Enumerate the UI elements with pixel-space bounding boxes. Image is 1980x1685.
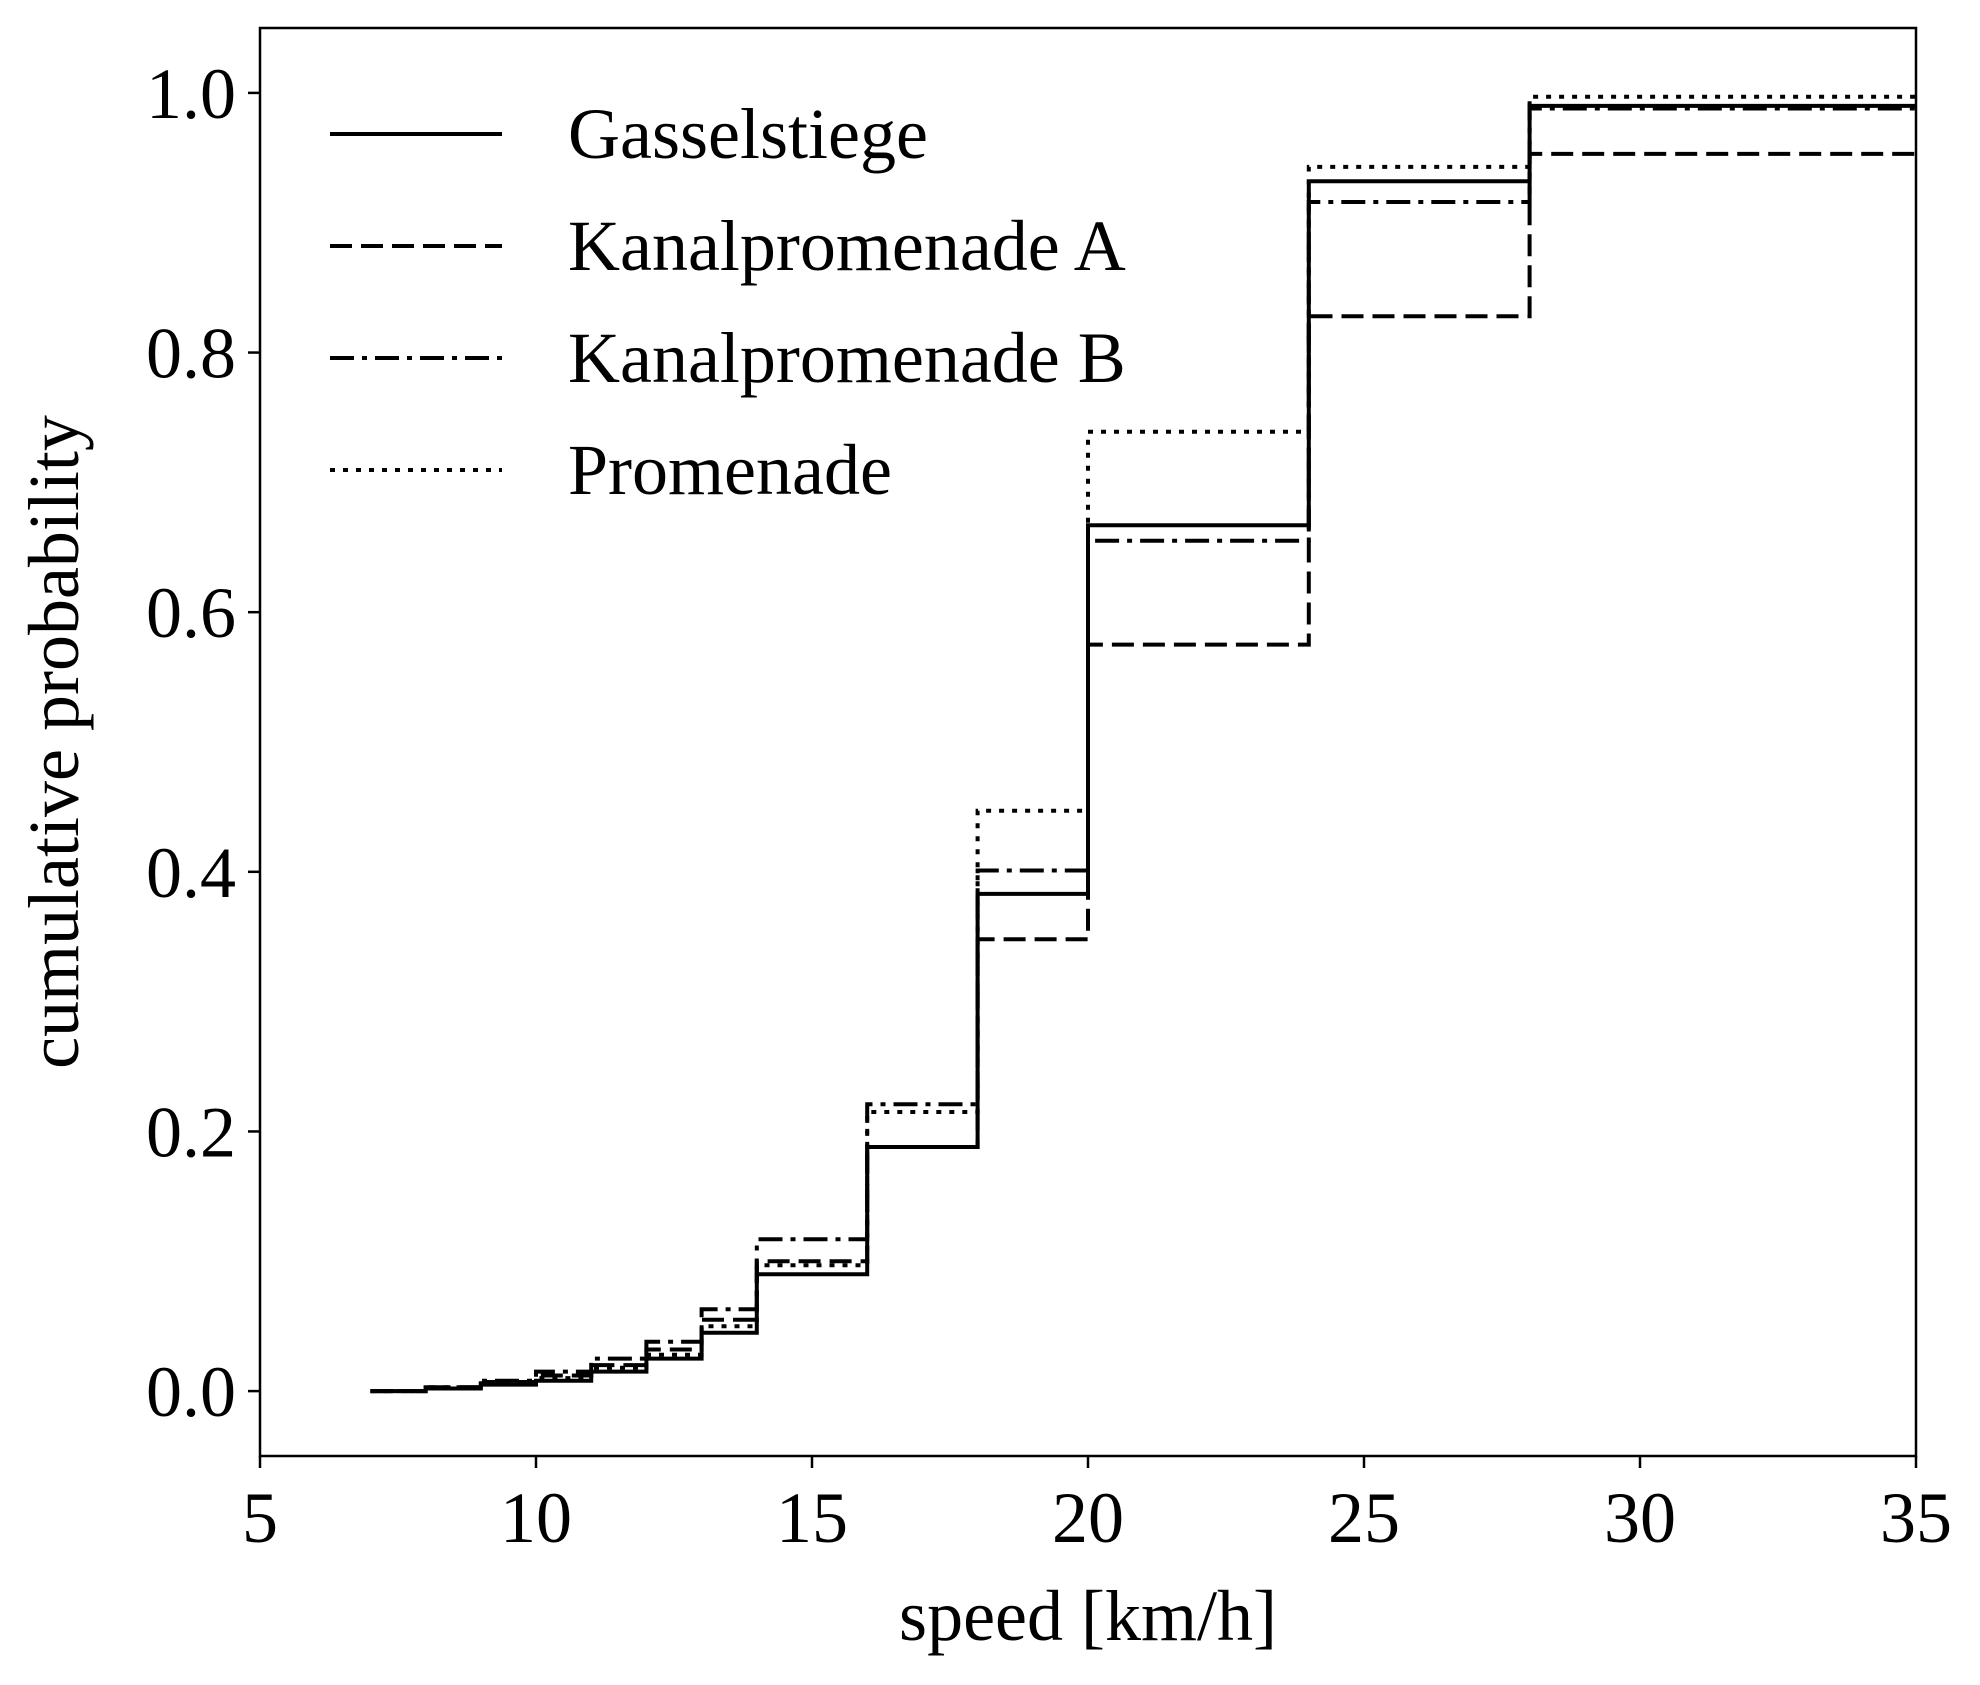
legend: Gasselstiege Kanalpromenade A Kanalpromena… xyxy=(330,94,1126,510)
x-tick-label: 5 xyxy=(242,1478,278,1558)
legend-label: Kanalpromenade B xyxy=(568,318,1126,398)
y-axis-ticks: 0.0 0.2 0.4 0.6 0.8 1.0 xyxy=(146,54,260,1432)
x-tick-label: 25 xyxy=(1328,1478,1400,1558)
x-tick-label: 15 xyxy=(776,1478,848,1558)
legend-label: Promenade xyxy=(568,430,892,510)
series-line-1 xyxy=(370,103,1916,1394)
series-line-4 xyxy=(370,94,1916,1394)
x-axis-label: speed [km/h] xyxy=(899,1576,1277,1656)
series-line-3 xyxy=(370,106,1916,1394)
legend-label: Gasselstiege xyxy=(568,94,928,174)
y-tick-label: 0.8 xyxy=(146,314,236,394)
x-tick-label: 30 xyxy=(1604,1478,1676,1558)
y-tick-label: 0.6 xyxy=(146,573,236,653)
x-axis-ticks: 5 10 15 20 25 30 35 xyxy=(242,1456,1952,1558)
y-tick-label: 0.4 xyxy=(146,833,236,913)
y-axis-label: cumulative probability xyxy=(14,415,94,1069)
y-tick-label: 0.0 xyxy=(146,1352,236,1432)
y-tick-label: 1.0 xyxy=(146,54,236,134)
x-tick-label: 35 xyxy=(1880,1478,1952,1558)
x-tick-label: 20 xyxy=(1052,1478,1124,1558)
series-layer xyxy=(370,94,1916,1394)
x-tick-label: 10 xyxy=(500,1478,572,1558)
legend-label: Kanalpromenade A xyxy=(568,206,1126,286)
y-tick-label: 0.2 xyxy=(146,1092,236,1172)
series-line-2 xyxy=(370,151,1916,1394)
